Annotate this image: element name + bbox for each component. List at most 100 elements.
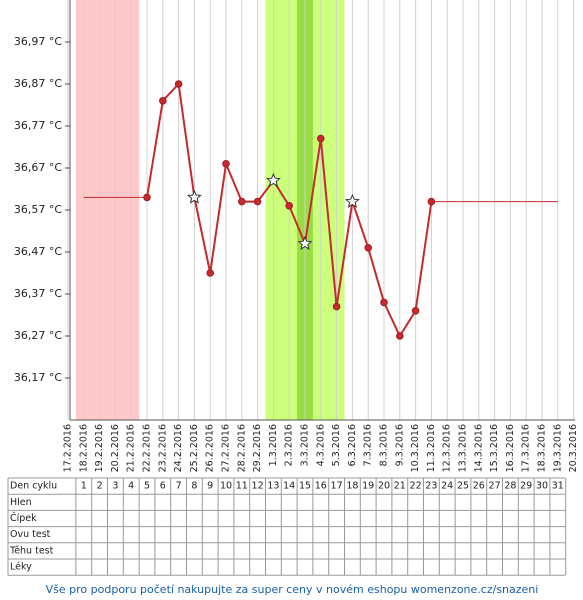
x-tick-label: 18.3.2016: [537, 424, 548, 472]
y-tick-label: 36,57 °C: [14, 203, 62, 216]
point: [222, 160, 230, 168]
x-tick-label: 10.3.2016: [410, 424, 421, 472]
x-tick-label: 22.2.2016: [142, 424, 153, 472]
cycle-day: 1: [81, 481, 87, 492]
cycle-day: 2: [97, 481, 103, 492]
cycle-day: 4: [128, 481, 134, 492]
x-tick-label: 28.2.2016: [236, 424, 247, 472]
y-tick-label: 36,47 °C: [14, 245, 62, 258]
x-tick-label: 12.3.2016: [442, 424, 453, 472]
point: [174, 80, 183, 88]
y-tick-label: 36,27 °C: [14, 329, 62, 342]
x-tick-label: 17.3.2016: [521, 424, 532, 472]
x-tick-label: 20.2.2016: [110, 424, 121, 472]
y-tick-label: 36,17 °C: [14, 371, 62, 384]
point: [159, 97, 167, 105]
star-point: [186, 189, 202, 204]
cycle-day: 15: [299, 481, 311, 492]
y-tick-label: 36,87 °C: [14, 77, 62, 90]
star-point: [297, 235, 313, 250]
x-tick-label: 1.3.2016: [268, 424, 279, 466]
cycle-day: 7: [176, 481, 182, 492]
x-tick-label: 7.3.2016: [363, 424, 374, 466]
row-label: Den cyklu: [10, 481, 57, 492]
cycle-day: 29: [520, 481, 532, 492]
x-tick-label: 21.2.2016: [126, 424, 137, 472]
y-tick-label: 36,67 °C: [14, 161, 62, 174]
cycle-day: 22: [410, 481, 422, 492]
x-tick-label: 20.3.2016: [568, 424, 579, 472]
cycle-day: 10: [220, 481, 232, 492]
cycle-day: 26: [473, 481, 485, 492]
star-point: [265, 172, 281, 187]
cover-line: [83, 196, 558, 203]
cycle-day: 18: [346, 481, 358, 492]
x-tick-label: 9.3.2016: [394, 424, 405, 466]
cycle-day: 9: [207, 481, 213, 492]
point: [317, 134, 325, 143]
star-point: [344, 193, 360, 208]
cycle-day: 23: [425, 481, 437, 492]
cycle-day: 3: [112, 481, 118, 492]
cycle-day: 19: [362, 481, 374, 492]
x-tick-label: 5.3.2016: [331, 424, 342, 466]
row-label: Těhu test: [9, 545, 54, 556]
x-tick-label: 29.2.2016: [252, 424, 263, 472]
shop-link[interactable]: Vše pro podporu početí nakupujte za supe…: [46, 583, 539, 596]
y-tick-label: 36,97 °C: [14, 35, 62, 48]
cycle-day: 5: [144, 481, 150, 492]
x-tick-label: 27.2.2016: [221, 424, 232, 472]
cycle-day: 24: [441, 481, 453, 492]
cycle-day: 14: [283, 481, 295, 492]
point: [143, 193, 151, 202]
row-label: Čípek: [10, 512, 37, 524]
y-tick-label: 36,37 °C: [14, 287, 62, 300]
cycle-day: 11: [236, 481, 248, 492]
cycle-day: 31: [552, 481, 564, 492]
x-tick-label: 16.3.2016: [505, 424, 516, 472]
cycle-day: 27: [489, 481, 501, 492]
x-tick-label: 18.2.2016: [78, 424, 89, 472]
x-tick-label: 4.3.2016: [315, 424, 326, 466]
x-tick-label: 3.3.2016: [300, 424, 311, 466]
x-tick-label: 14.3.2016: [473, 424, 484, 472]
point: [285, 202, 294, 210]
x-tick-label: 15.3.2016: [489, 424, 500, 472]
row-label: Hlen: [10, 497, 32, 508]
phase-band: [75, 0, 140, 420]
cycle-day: 25: [457, 481, 469, 492]
cycle-day: 20: [378, 481, 390, 492]
cycle-day: 28: [504, 481, 516, 492]
cycle-day: 12: [252, 481, 264, 492]
cycle-day: 8: [191, 481, 197, 492]
x-tick-label: 19.2.2016: [94, 424, 105, 472]
cycle-day: 30: [536, 481, 548, 492]
point: [427, 197, 436, 206]
x-tick-label: 23.2.2016: [157, 424, 168, 472]
x-tick-label: 13.3.2016: [458, 424, 469, 472]
x-tick-label: 19.3.2016: [552, 424, 563, 472]
point: [411, 307, 420, 315]
row-label: Ovu test: [10, 529, 51, 540]
point: [364, 244, 373, 252]
point: [253, 197, 262, 206]
cycle-day: 16: [315, 481, 327, 492]
point: [380, 298, 388, 307]
point: [206, 269, 214, 277]
cycle-day: 17: [331, 481, 343, 492]
x-tick-label: 26.2.2016: [205, 424, 216, 472]
cycle-day: 6: [160, 481, 166, 492]
x-tick-label: 24.2.2016: [173, 424, 184, 472]
x-tick-label: 25.2.2016: [189, 424, 200, 472]
point: [238, 197, 246, 206]
x-tick-label: 6.3.2016: [347, 424, 358, 466]
point: [332, 302, 341, 311]
y-tick-label: 36,77 °C: [14, 119, 62, 132]
x-tick-label: 11.3.2016: [426, 424, 437, 472]
point: [396, 332, 404, 340]
x-tick-label: 8.3.2016: [379, 424, 390, 466]
cycle-day: 13: [267, 481, 279, 492]
x-tick-label: 17.2.2016: [63, 424, 74, 472]
row-label: Léky: [10, 562, 32, 573]
